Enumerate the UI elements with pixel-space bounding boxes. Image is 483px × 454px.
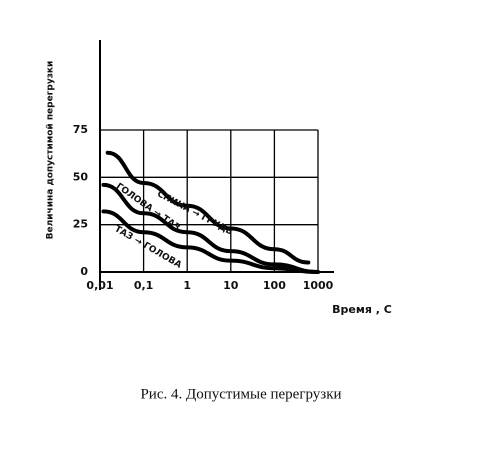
y-tick-label: 0: [80, 265, 88, 278]
curve: [105, 150, 311, 265]
curve: [101, 182, 320, 274]
x-tick-label: 1: [183, 279, 191, 292]
y-tick-label: 25: [73, 218, 88, 231]
y-tick-label: 75: [73, 123, 88, 136]
x-axis-label: Время , С: [332, 303, 392, 316]
x-tick-label: 1000: [303, 279, 334, 292]
caption: Рис. 4. Допустимые перегрузки: [140, 386, 341, 402]
curve: [101, 209, 320, 274]
series-label: СПИНА → ГРУДЬ: [155, 189, 234, 237]
x-tick-label: 0,1: [134, 279, 154, 292]
series-label: ГОЛОВА → ТАЗ: [114, 182, 182, 234]
x-tick-label: 0,01: [86, 279, 113, 292]
x-tick-label: 10: [223, 279, 239, 292]
y-tick-label: 50: [73, 170, 89, 183]
y-axis-label: Величина допустимой перегрузки: [46, 61, 56, 240]
x-tick-label: 100: [263, 279, 286, 292]
